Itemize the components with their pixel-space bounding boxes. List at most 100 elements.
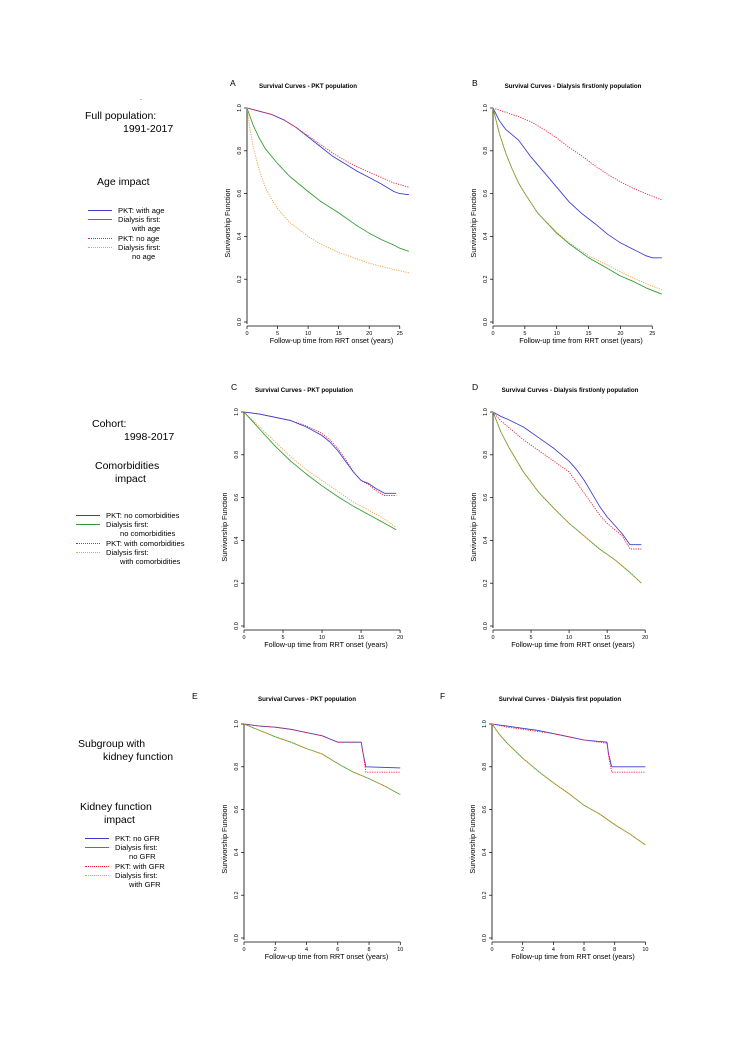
y-tick-label: 0.4 (234, 537, 240, 545)
row3-impact-line1: Kidney function (80, 801, 152, 813)
legend-item: PKT: no comorbidities (76, 511, 185, 520)
legend-item: Dialysis first: no GFR (85, 843, 165, 861)
x-tick-label: 0 (245, 331, 248, 337)
legend-item: Dialysis first: with age (88, 215, 164, 233)
series-line-green (243, 723, 401, 795)
x-tick-label: 10 (305, 331, 311, 337)
series-line-blue (243, 723, 401, 769)
y-tick-label: 0.0 (482, 934, 488, 942)
legend-item: PKT: with comorbidities (76, 539, 185, 548)
x-tick-label: 0 (490, 947, 493, 953)
decorative-dot: . (140, 95, 142, 102)
x-tick-label: 10 (566, 635, 572, 641)
legend-swatch-red (76, 542, 100, 544)
series-line-red (492, 411, 642, 550)
legend-item: Dialysis first: with GFR (85, 871, 165, 889)
legend-subtext: no GFR (129, 852, 156, 862)
series-line-orange (243, 723, 401, 795)
x-tick-label: 4 (552, 947, 555, 953)
x-tick-label: 4 (305, 947, 308, 953)
series-line-green (243, 411, 397, 531)
row1-legend: PKT: with age Dialysis first: with age PK… (88, 206, 164, 261)
y-axis-label: Survivorship Function (220, 492, 229, 561)
y-tick-label: 0.6 (483, 494, 489, 502)
y-tick-label: 0.0 (234, 622, 240, 630)
chart-title: Survival Curves - Dialysis first/only po… (502, 387, 639, 394)
y-tick-label: 0.8 (234, 763, 240, 771)
legend-item: Dialysis first: with comorbidities (76, 548, 185, 566)
y-tick-label: 0.0 (483, 622, 489, 630)
y-axis-label: Survivorship Function (469, 188, 478, 257)
series-line-red (492, 107, 662, 201)
y-tick-label: 0.4 (483, 233, 489, 241)
panel-letter: B (472, 78, 478, 88)
y-tick-label: 0.2 (234, 891, 240, 899)
y-tick-label: 0.6 (237, 190, 243, 198)
legend-subtext: no comorbidities (120, 529, 176, 539)
y-tick-label: 1.0 (237, 104, 243, 112)
row1-title-line1: Full population: (85, 110, 157, 122)
y-tick-label: 0.0 (483, 318, 489, 326)
y-tick-label: 0.0 (237, 318, 243, 326)
y-tick-label: 0.6 (234, 494, 240, 502)
x-tick-label: 15 (358, 635, 364, 641)
x-tick-label: 5 (523, 331, 526, 337)
legend-text: PKT: no comorbidities (106, 511, 180, 520)
x-tick-label: 15 (336, 331, 342, 337)
x-tick-label: 0 (491, 331, 494, 337)
series-line-blue (246, 107, 409, 196)
survival-chart-c: C Survival Curves - PKT population 0.0 0.2 0… (220, 382, 403, 649)
x-axis-label: Follow-up time from RRT onset (years) (511, 952, 635, 961)
x-tick-label: 20 (366, 331, 372, 337)
x-tick-label: 8 (613, 947, 616, 953)
legend-text: Dialysis first: (115, 843, 158, 853)
series-line-blue (492, 107, 662, 259)
panel-letter: A (230, 78, 236, 88)
panel-letter: C (231, 382, 237, 392)
x-tick-label: 0 (491, 635, 494, 641)
y-tick-label: 0.8 (483, 451, 489, 459)
x-axis-label: Follow-up time from RRT onset (years) (264, 640, 388, 649)
y-axis-label: Survivorship Function (223, 188, 232, 257)
legend-swatch-blue (85, 838, 109, 839)
series-line-green (492, 411, 642, 584)
legend-item: PKT: no GFR (85, 834, 165, 843)
row1-title-line2: 1991-2017 (123, 123, 174, 135)
chart-title: Survival Curves - PKT population (258, 696, 356, 703)
y-tick-label: 1.0 (483, 408, 489, 416)
y-tick-label: 0.8 (482, 763, 488, 771)
row2-impact-line1: Comorbidities (95, 460, 160, 472)
y-tick-label: 0.2 (483, 275, 489, 283)
y-tick-label: 0.0 (234, 934, 240, 942)
y-tick-label: 0.2 (483, 579, 489, 587)
legend-item: PKT: with GFR (85, 862, 165, 871)
series-line-green (492, 107, 662, 295)
legend-subtext: no age (132, 252, 156, 262)
x-axis-label: Follow-up time from RRT onset (years) (265, 952, 389, 961)
y-tick-label: 1.0 (483, 104, 489, 112)
y-tick-label: 0.2 (237, 275, 243, 283)
x-tick-label: 0 (242, 635, 245, 641)
legend-swatch-orange (85, 874, 109, 876)
series-line-red (243, 411, 397, 496)
y-tick-label: 0.8 (483, 147, 489, 155)
series-line-red (491, 723, 646, 773)
series-line-green (491, 723, 646, 846)
legend-text: Dialysis first: (115, 870, 158, 880)
x-axis-label: Follow-up time from RRT onset (years) (270, 336, 394, 345)
legend-text: Dialysis first: (106, 520, 149, 530)
x-tick-label: 0 (242, 947, 245, 953)
y-tick-label: 0.6 (483, 190, 489, 198)
x-tick-label: 15 (585, 331, 591, 337)
series-line-orange (246, 107, 409, 274)
legend-text: Dialysis first: (106, 547, 149, 557)
x-tick-label: 5 (281, 635, 284, 641)
x-tick-label: 5 (530, 635, 533, 641)
legend-text: Dialysis first: (118, 215, 161, 225)
row2-title-line2: 1998-2017 (124, 431, 175, 443)
legend-swatch-green (76, 524, 100, 526)
y-tick-label: 0.8 (234, 451, 240, 459)
series-line-blue (243, 411, 397, 494)
y-tick-label: 0.4 (482, 849, 488, 857)
y-tick-label: 0.8 (237, 147, 243, 155)
